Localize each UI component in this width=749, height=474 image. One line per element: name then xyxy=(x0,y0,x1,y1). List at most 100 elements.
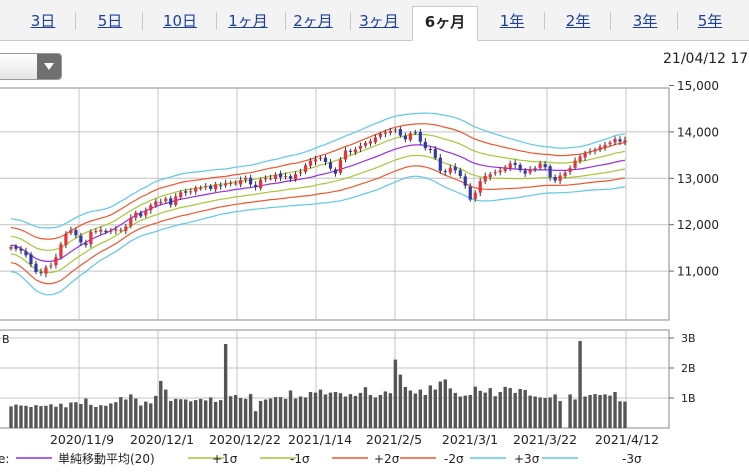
volume-bar xyxy=(393,359,398,428)
tab-period-2[interactable]: 10日 xyxy=(162,12,198,30)
tab-period-5[interactable]: 3ヶ月 xyxy=(359,12,399,30)
x-tick-label: 2021/3/1 xyxy=(442,432,498,447)
volume-bar xyxy=(593,394,597,428)
tab-period-3[interactable]: 1ヶ月 xyxy=(228,12,268,30)
volume-bar xyxy=(59,403,63,428)
candle-up xyxy=(488,174,492,178)
volume-bar xyxy=(303,397,308,428)
legend-label: +2σ xyxy=(374,452,400,466)
tab-period-4[interactable]: 2ヶ月 xyxy=(293,12,333,30)
price-tick-label: 15,000 xyxy=(677,79,719,93)
volume-bar xyxy=(528,395,532,428)
legend-label: -1σ xyxy=(290,452,310,466)
volume-bar xyxy=(84,398,88,428)
volume-bar xyxy=(198,398,203,428)
candle-up xyxy=(583,153,587,158)
volume-bar xyxy=(159,380,163,428)
candle-up xyxy=(318,157,323,159)
volume-bar xyxy=(323,394,328,428)
candle-down xyxy=(403,135,407,140)
candle-up xyxy=(528,169,532,173)
legend: e: 単純移動平均(20) +1σ -1σ +2σ -2σ +3σ -3σ xyxy=(0,452,642,466)
volume-bar xyxy=(288,390,293,428)
tab-separator xyxy=(350,12,351,30)
candle-down xyxy=(219,185,223,187)
candle-up xyxy=(473,192,477,199)
period-tab-bar: 3日 5日 10日 1ヶ月 2ヶ月 3ヶ月 6ヶ月 1年 2年 3年 5年 xyxy=(0,0,749,41)
candle-up xyxy=(224,183,228,186)
legend-label: -2σ xyxy=(444,452,464,466)
candle-up xyxy=(568,168,572,172)
indicator-dropdown[interactable] xyxy=(0,53,62,80)
candle-up xyxy=(508,163,512,169)
volume-bar xyxy=(154,395,158,428)
volume-bar xyxy=(348,394,353,428)
volume-bar xyxy=(129,394,133,428)
candle-up xyxy=(623,140,627,143)
candle-up xyxy=(124,226,128,231)
candle-down xyxy=(104,230,108,233)
tab-separator xyxy=(677,12,678,30)
candle-up xyxy=(263,178,268,180)
volume-bar xyxy=(64,407,68,428)
candle-down xyxy=(518,164,522,170)
price-panel-frame xyxy=(0,87,670,321)
candle-up xyxy=(94,231,98,233)
candle-down xyxy=(618,139,622,142)
candle-up xyxy=(343,150,348,160)
tab-period-7[interactable]: 1年 xyxy=(499,12,525,30)
candle-up xyxy=(303,165,308,172)
candle-up xyxy=(293,174,298,180)
volume-bar xyxy=(483,392,487,428)
candle-up xyxy=(358,145,363,149)
candle-down xyxy=(413,132,417,134)
dropdown-toggle-button[interactable] xyxy=(37,54,61,79)
candle-up xyxy=(174,196,178,205)
candle-down xyxy=(428,148,432,150)
candle-up xyxy=(383,132,387,134)
candle-up xyxy=(593,149,597,152)
tab-period-0[interactable]: 3日 xyxy=(30,12,56,30)
x-tick-label: 2021/3/22 xyxy=(513,432,577,447)
volume-bar xyxy=(373,397,378,428)
candle-up xyxy=(229,182,233,184)
volume-bar xyxy=(608,395,612,428)
candle-down xyxy=(209,185,213,189)
volume-bar xyxy=(473,386,477,428)
candle-down xyxy=(468,186,472,200)
volume-bar xyxy=(273,397,278,428)
candle-down xyxy=(398,129,402,136)
candle-down xyxy=(333,169,338,174)
candle-up xyxy=(573,160,577,168)
volume-bar xyxy=(293,398,298,428)
candle-up xyxy=(234,183,238,185)
candle-down xyxy=(84,243,88,246)
candle-down xyxy=(433,149,437,158)
candle-down xyxy=(184,191,188,193)
volume-bar xyxy=(403,386,408,428)
volume-bar xyxy=(548,397,552,428)
tab-period-10[interactable]: 5年 xyxy=(697,12,723,30)
candle-down xyxy=(139,213,143,217)
volume-bar xyxy=(203,400,208,428)
volume-bar xyxy=(618,401,622,428)
candlestick-series xyxy=(9,126,627,278)
candle-down xyxy=(328,162,333,169)
tab-period-6[interactable]: 6ヶ月 xyxy=(412,6,478,41)
volume-bar xyxy=(408,390,413,428)
volume-bar xyxy=(268,398,273,428)
volume-bar xyxy=(498,392,502,428)
x-tick-label: 2020/11/9 xyxy=(50,432,114,447)
candle-down xyxy=(418,131,422,142)
x-tick-label: 2021/2/5 xyxy=(366,432,422,447)
tab-period-1[interactable]: 5日 xyxy=(97,12,123,30)
volume-bar xyxy=(553,394,557,428)
volume-bar xyxy=(99,405,103,428)
candle-up xyxy=(49,265,53,267)
tab-period-9[interactable]: 3年 xyxy=(632,12,658,30)
volume-bar xyxy=(583,396,587,428)
candle-down xyxy=(523,170,527,174)
tab-period-8[interactable]: 2年 xyxy=(565,12,591,30)
volume-bar xyxy=(119,397,123,428)
price-tick-label: 13,000 xyxy=(677,172,719,186)
